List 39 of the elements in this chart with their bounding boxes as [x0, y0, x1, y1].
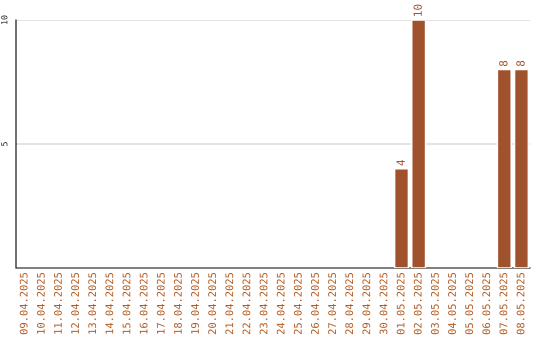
x-tick-label: 15.04.2025: [122, 273, 130, 334]
x-tick-label: 24.04.2025: [276, 273, 285, 334]
x-tick-label: 21.04.2025: [225, 273, 234, 334]
x-tick-label: 28.04.2025: [345, 273, 354, 334]
bar: [411, 20, 426, 268]
x-tick-label: 03.05.2025: [430, 273, 439, 334]
x-tick-label: 14.04.2025: [105, 273, 114, 334]
x-tick-label: 11.04.2025: [54, 273, 62, 334]
y-tick-label: 5: [1, 142, 8, 146]
x-tick-label: 06.05.2025: [482, 273, 490, 334]
x-tick-label: 29.04.2025: [362, 273, 370, 334]
x-tick-label: 26.04.2025: [311, 273, 319, 334]
x-tick-label: 08.05.2025: [516, 273, 524, 334]
x-tick-label: 09.04.2025: [20, 273, 28, 334]
x-tick-label: 30.04.2025: [380, 273, 388, 334]
x-tick-label: 02.05.2025: [414, 273, 422, 334]
data-label: 8: [516, 60, 525, 66]
x-tick-label: 07.05.2025: [499, 273, 508, 334]
x-tick-label: 13.04.2025: [88, 273, 96, 334]
x-tick-label: 17.04.2025: [156, 273, 165, 334]
x-tick-label: 22.04.2025: [242, 273, 250, 334]
data-label: 8: [499, 60, 508, 66]
bar: [496, 68, 512, 268]
x-tick-label: 01.05.2025: [396, 273, 405, 334]
x-tick-label: 04.05.2025: [448, 273, 456, 334]
x-tick-label: 10.04.2025: [36, 273, 45, 334]
data-label: 4: [396, 160, 405, 166]
bar: [394, 168, 410, 268]
x-tick-label: 12.04.2025: [71, 273, 80, 334]
bar: [514, 68, 529, 268]
data-label: 10: [413, 4, 422, 16]
x-tick-label: 27.04.2025: [328, 273, 336, 334]
x-tick-label: 19.04.2025: [191, 273, 199, 334]
x-tick-label: 23.04.2025: [260, 273, 268, 334]
x-tick-label: 25.04.2025: [294, 273, 302, 334]
x-tick-label: 20.04.2025: [208, 273, 216, 334]
x-tick-label: 18.04.2025: [174, 273, 182, 334]
x-tick-label: 16.04.2025: [140, 273, 148, 334]
x-tick-label: 05.05.2025: [465, 273, 474, 334]
